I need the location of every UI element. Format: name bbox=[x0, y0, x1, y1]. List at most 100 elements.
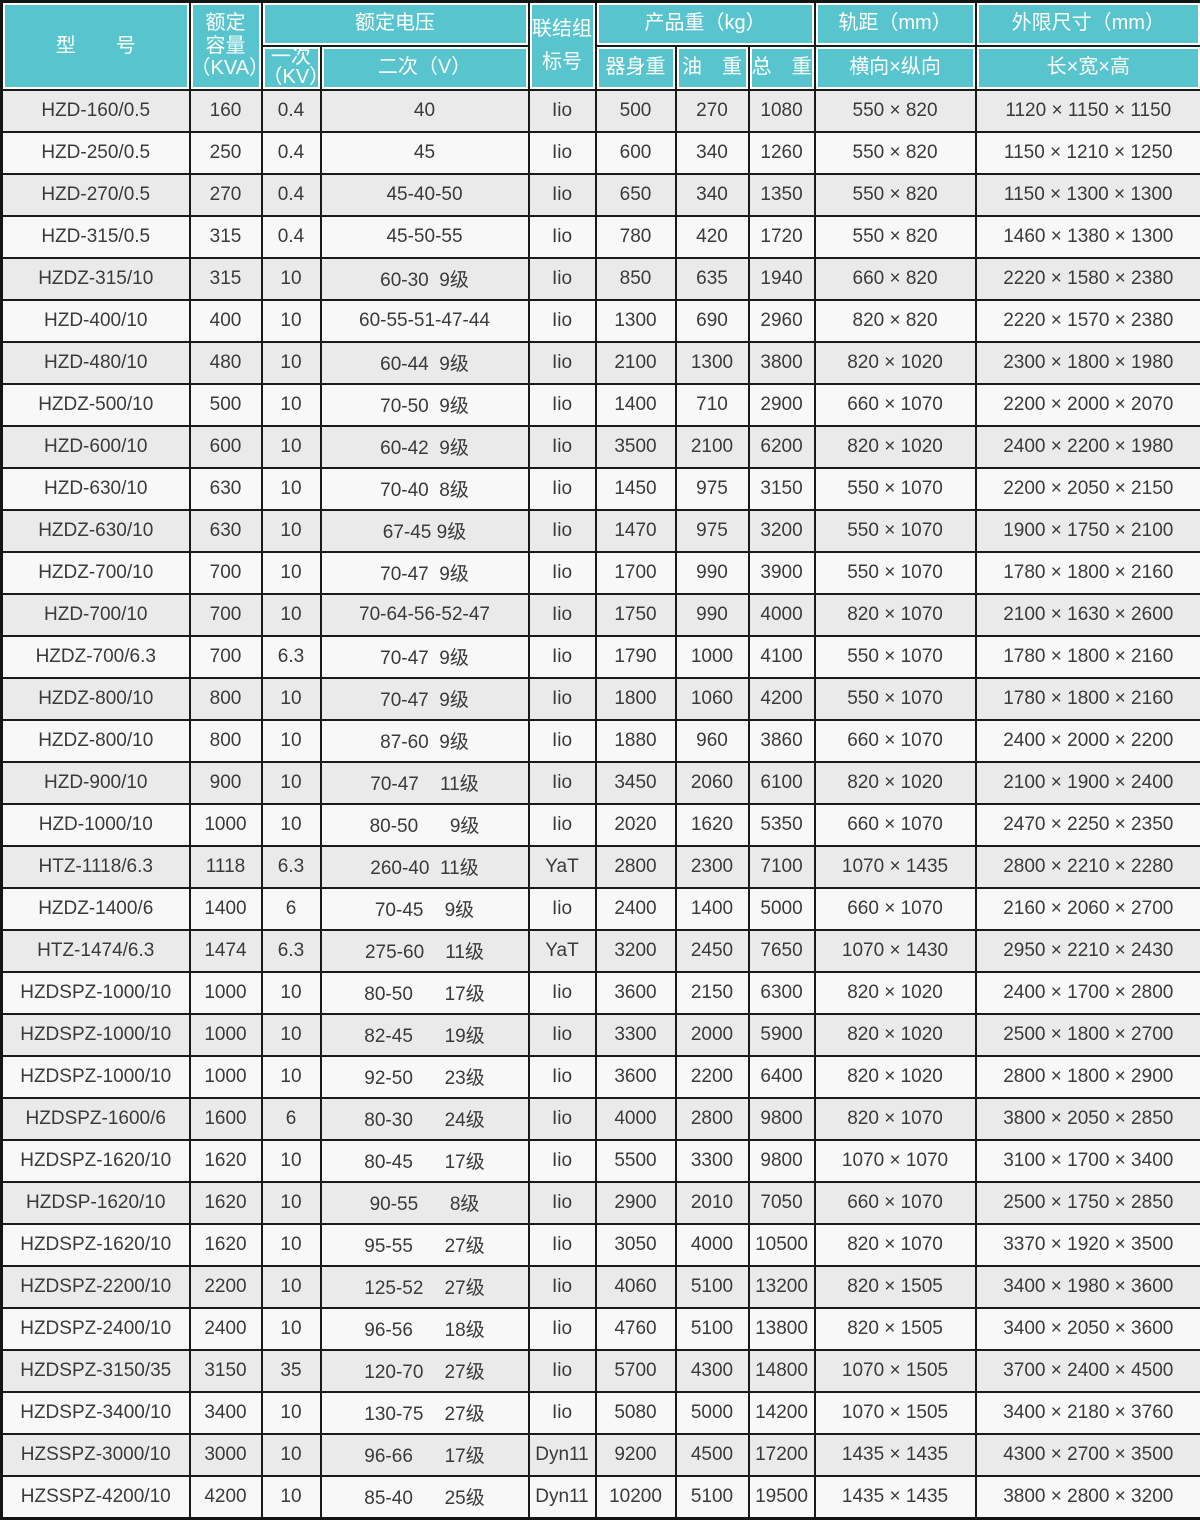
cell-gauge: 550 × 1070 bbox=[815, 552, 976, 594]
cell-gauge: 660 × 1070 bbox=[815, 720, 976, 762]
cell-vector-group: Iio bbox=[529, 510, 596, 552]
cell-secondary-v: 67-45 9级 bbox=[321, 510, 529, 552]
cell-oil-weight: 2010 bbox=[676, 1182, 749, 1224]
cell-oil-weight: 635 bbox=[676, 258, 749, 300]
cell-dimensions: 2160 × 2060 × 2700 bbox=[976, 888, 1200, 930]
cell-secondary-v: 120-70 27级 bbox=[321, 1350, 529, 1392]
cell-total-weight: 5350 bbox=[749, 804, 815, 846]
cell-body-weight: 500 bbox=[596, 90, 676, 132]
cell-model: HZDSPZ-2400/10 bbox=[2, 1308, 190, 1350]
cell-dimensions: 1780 × 1800 × 2160 bbox=[976, 678, 1200, 720]
cell-gauge: 820 × 1505 bbox=[815, 1308, 976, 1350]
cell-body-weight: 3500 bbox=[596, 426, 676, 468]
cell-body-weight: 1800 bbox=[596, 678, 676, 720]
cell-capacity: 1620 bbox=[190, 1182, 262, 1224]
cell-body-weight: 5500 bbox=[596, 1140, 676, 1182]
cell-total-weight: 7050 bbox=[749, 1182, 815, 1224]
cell-vector-group: Iio bbox=[529, 174, 596, 216]
cell-oil-weight: 1000 bbox=[676, 636, 749, 678]
cell-primary-kv: 6.3 bbox=[262, 636, 321, 678]
header-primary-kv: 一次 （KV） bbox=[262, 46, 321, 90]
cell-oil-weight: 990 bbox=[676, 594, 749, 636]
header-group-dims: 外限尺寸（mm） bbox=[976, 2, 1200, 46]
header-group-voltage: 额定电压 bbox=[262, 2, 529, 46]
cell-primary-kv: 10 bbox=[262, 1056, 321, 1098]
cell-gauge: 550 × 1070 bbox=[815, 678, 976, 720]
cell-gauge: 820 × 1020 bbox=[815, 1014, 976, 1056]
cell-vector-group: Iio bbox=[529, 468, 596, 510]
cell-primary-kv: 10 bbox=[262, 300, 321, 342]
cell-model: HZDZ-800/10 bbox=[2, 720, 190, 762]
cell-secondary-v: 275-60 11级 bbox=[321, 930, 529, 972]
cell-model: HZDSPZ-1000/10 bbox=[2, 972, 190, 1014]
cell-secondary-v: 130-75 27级 bbox=[321, 1392, 529, 1434]
cell-vector-group: YaT bbox=[529, 930, 596, 972]
cell-secondary-v: 80-50 17级 bbox=[321, 972, 529, 1014]
cell-capacity: 4200 bbox=[190, 1476, 262, 1519]
cell-dimensions: 2100 × 1900 × 2400 bbox=[976, 762, 1200, 804]
cell-oil-weight: 5100 bbox=[676, 1476, 749, 1519]
cell-primary-kv: 6 bbox=[262, 1098, 321, 1140]
cell-primary-kv: 0.4 bbox=[262, 216, 321, 258]
cell-oil-weight: 2150 bbox=[676, 972, 749, 1014]
cell-dimensions: 1780 × 1800 × 2160 bbox=[976, 636, 1200, 678]
cell-dimensions: 1900 × 1750 × 2100 bbox=[976, 510, 1200, 552]
cell-primary-kv: 10 bbox=[262, 1434, 321, 1476]
cell-gauge: 1070 × 1435 bbox=[815, 846, 976, 888]
cell-gauge: 820 × 1020 bbox=[815, 1056, 976, 1098]
cell-secondary-v: 40 bbox=[321, 90, 529, 132]
cell-primary-kv: 10 bbox=[262, 804, 321, 846]
cell-dimensions: 2400 × 2000 × 2200 bbox=[976, 720, 1200, 762]
cell-capacity: 1000 bbox=[190, 804, 262, 846]
cell-secondary-v: 70-45 9级 bbox=[321, 888, 529, 930]
cell-gauge: 550 × 1070 bbox=[815, 636, 976, 678]
cell-primary-kv: 10 bbox=[262, 720, 321, 762]
cell-model: HZD-270/0.5 bbox=[2, 174, 190, 216]
cell-oil-weight: 2300 bbox=[676, 846, 749, 888]
cell-gauge: 1070 × 1430 bbox=[815, 930, 976, 972]
cell-dimensions: 2950 × 2210 × 2430 bbox=[976, 930, 1200, 972]
cell-body-weight: 3600 bbox=[596, 972, 676, 1014]
cell-model: HZDZ-500/10 bbox=[2, 384, 190, 426]
cell-total-weight: 7650 bbox=[749, 930, 815, 972]
cell-primary-kv: 10 bbox=[262, 1476, 321, 1519]
cell-model: HZDSPZ-1620/10 bbox=[2, 1140, 190, 1182]
cell-body-weight: 3600 bbox=[596, 1056, 676, 1098]
cell-secondary-v: 70-47 9级 bbox=[321, 678, 529, 720]
cell-gauge: 660 × 1070 bbox=[815, 1182, 976, 1224]
cell-body-weight: 3300 bbox=[596, 1014, 676, 1056]
cell-model: HZD-600/10 bbox=[2, 426, 190, 468]
cell-oil-weight: 690 bbox=[676, 300, 749, 342]
cell-body-weight: 600 bbox=[596, 132, 676, 174]
cell-body-weight: 1880 bbox=[596, 720, 676, 762]
cell-secondary-v: 96-66 17级 bbox=[321, 1434, 529, 1476]
cell-total-weight: 4000 bbox=[749, 594, 815, 636]
cell-body-weight: 1300 bbox=[596, 300, 676, 342]
cell-model: HZD-900/10 bbox=[2, 762, 190, 804]
cell-vector-group: Iio bbox=[529, 1140, 596, 1182]
cell-capacity: 1620 bbox=[190, 1224, 262, 1266]
cell-model: HZDZ-700/10 bbox=[2, 552, 190, 594]
cell-gauge: 820 × 1020 bbox=[815, 762, 976, 804]
cell-capacity: 3150 bbox=[190, 1350, 262, 1392]
cell-gauge: 820 × 1020 bbox=[815, 342, 976, 384]
cell-total-weight: 3800 bbox=[749, 342, 815, 384]
cell-oil-weight: 420 bbox=[676, 216, 749, 258]
cell-capacity: 2200 bbox=[190, 1266, 262, 1308]
cell-capacity: 1000 bbox=[190, 1056, 262, 1098]
cell-body-weight: 2400 bbox=[596, 888, 676, 930]
cell-primary-kv: 10 bbox=[262, 1266, 321, 1308]
cell-primary-kv: 10 bbox=[262, 762, 321, 804]
cell-body-weight: 850 bbox=[596, 258, 676, 300]
cell-total-weight: 3860 bbox=[749, 720, 815, 762]
